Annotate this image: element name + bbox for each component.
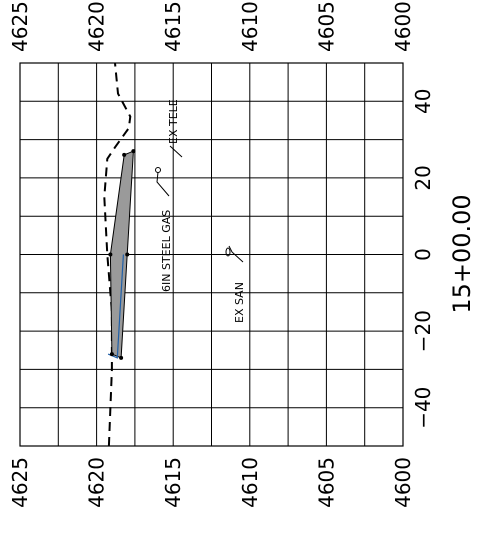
gas-leader-line [156,171,170,197]
san-annotation: EX SAN [225,245,246,323]
plot-area [19,62,404,447]
series-layer [103,62,136,447]
offset-tick-label: 0 [411,248,435,261]
tele-label: EX TELE [167,99,180,144]
san-label: EX SAN [233,282,246,323]
bottom-elevation-tick-label: 4615 [161,457,185,508]
tele-annotation: EX TELE [167,99,183,158]
trench-vertex [119,355,124,360]
bottom-elevation-tick-label: 4625 [8,457,32,508]
top-elevation-tick-label: 4605 [314,1,338,52]
top-elevation-tick-label: 4625 [8,1,32,52]
bottom-elevation-tick-label: 4600 [391,457,415,508]
bottom-elevation-tick-label: 4605 [314,457,338,508]
offset-tick-label: 20 [411,165,435,190]
gas-label: 6IN STEEL GAS [160,210,173,292]
offset-tick-label: −40 [411,387,435,429]
offset-tick-label: 40 [411,89,435,114]
gas-pipe-marker [155,167,161,173]
bottom-elevation-axis: 4625 4620 4615 4610 4605 4600 [8,457,415,508]
offset-axis: 40 20 0 −20 −40 [411,89,435,429]
gas-annotation: 6IN STEEL GAS [155,167,173,292]
san-pipe-marker [225,247,231,257]
top-elevation-tick-label: 4620 [85,1,109,52]
offset-tick-label: −20 [411,310,435,352]
plot-frame [19,62,404,447]
top-elevation-tick-label: 4610 [238,1,262,52]
grid [19,62,404,447]
trench-vertex [109,352,114,357]
top-elevation-tick-label: 4615 [161,1,185,52]
trench-vertex [122,152,127,157]
existing-ground-line [103,62,132,447]
top-elevation-tick-label: 4600 [391,1,415,52]
bottom-elevation-tick-label: 4610 [238,457,262,508]
station-label: 15+00.00 [448,194,476,313]
trench-vertex [131,149,136,154]
trench-vertex [108,252,113,257]
trench-vertex [125,252,130,257]
top-elevation-axis: 4625 4620 4615 4610 4605 4600 [8,1,415,52]
bottom-elevation-tick-label: 4620 [85,457,109,508]
san-leader-line [228,245,244,263]
tele-leader-line [169,145,183,158]
